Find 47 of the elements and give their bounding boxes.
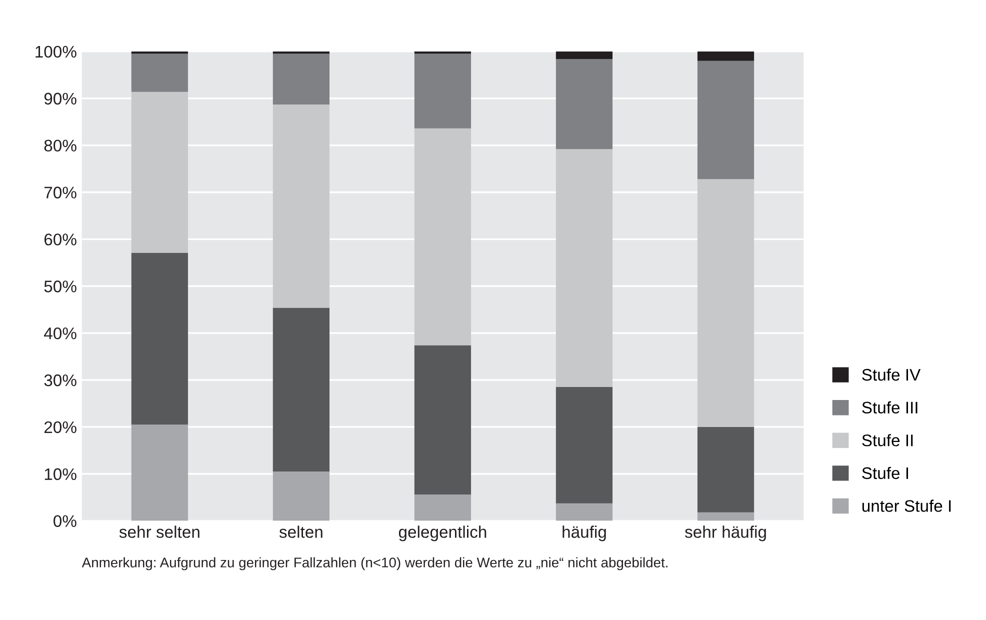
bar — [414, 345, 472, 495]
bar — [131, 252, 188, 425]
bar — [556, 503, 613, 521]
bar — [131, 92, 188, 253]
y-tick-label: 20% — [44, 421, 76, 434]
bar — [414, 54, 472, 128]
bar — [556, 51, 613, 59]
bar — [131, 54, 188, 92]
y-tick-label: 50% — [44, 280, 76, 292]
bar — [272, 54, 330, 104]
y-tick-label: 80% — [44, 140, 76, 152]
bar — [272, 472, 330, 521]
y-tick-label: 70% — [44, 186, 76, 198]
y-tick-label: 60% — [44, 234, 76, 246]
y-tick-label: 40% — [44, 327, 76, 340]
bar — [131, 51, 188, 54]
legend-label: Stufe I — [862, 466, 908, 480]
y-tick-label: 0% — [54, 515, 76, 528]
x-tick-label: selten — [279, 526, 322, 538]
legend-label: Stufe IV — [862, 368, 921, 381]
x-tick-label: häufig — [562, 526, 606, 542]
legend-label: Stufe II — [862, 434, 913, 446]
y-tick-label: 30% — [44, 374, 76, 386]
x-tick-label: sehr selten — [119, 526, 200, 538]
x-tick-label: gelegentlich — [398, 526, 486, 542]
bar — [556, 149, 613, 388]
bar — [272, 51, 330, 54]
legend-label: unter Stufe I — [862, 500, 951, 512]
bar — [414, 51, 472, 54]
bar — [131, 424, 188, 521]
bar — [414, 494, 472, 521]
bar — [556, 387, 613, 504]
bar — [556, 58, 613, 150]
bar — [697, 179, 754, 427]
text: Anmerkung: Aufgrund zu geringer Fallzahlen (n<10) werden die Werte zu „nie“ nicht abgebildet. — [82, 557, 668, 570]
x-tick-label: sehr häufig — [684, 526, 766, 542]
y-tick-label: 100% — [36, 46, 76, 58]
legend-label: Stufe III — [862, 401, 918, 414]
bar — [272, 308, 330, 472]
bar — [414, 128, 472, 346]
bar — [697, 512, 754, 521]
bar — [697, 426, 754, 512]
bar — [697, 51, 754, 61]
bar — [697, 60, 754, 180]
y-tick-label: 90% — [44, 92, 76, 105]
bar — [272, 104, 330, 308]
y-tick-label: 10% — [44, 468, 76, 480]
